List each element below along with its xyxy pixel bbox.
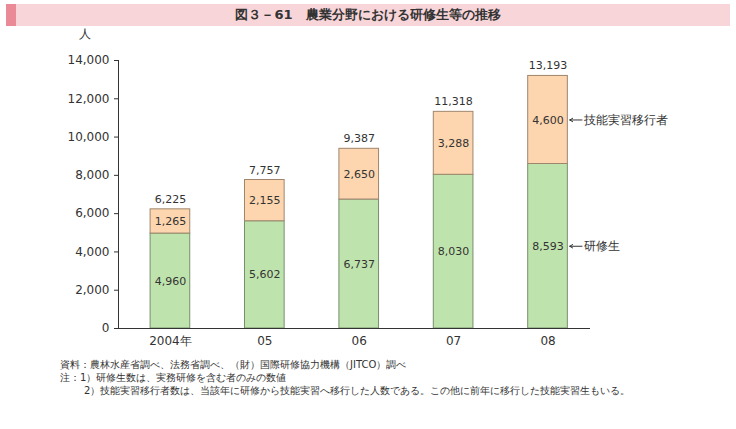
svg-text:8,030: 8,030 <box>438 245 470 258</box>
svg-text:06: 06 <box>352 334 367 348</box>
svg-text:6,737: 6,737 <box>343 258 375 271</box>
svg-text:3,288: 3,288 <box>438 137 470 150</box>
html-text:注：1）研修生数は、実務研修を含む者のみの数値: 注：1）研修生数は、実務研修を含む者のみの数値 <box>60 372 287 383</box>
svg-text:6,000: 6,000 <box>75 206 109 220</box>
svg-text:技能実習移行者: 技能実習移行者 <box>583 113 668 127</box>
html-text:2）技能実習移行者数は、当該年に研修から技能実習へ移行した人: 2）技能実習移行者数は、当該年に研修から技能実習へ移行した人数である。この他に前… <box>84 385 631 396</box>
svg-text:11,318: 11,318 <box>434 95 473 108</box>
svg-text:08: 08 <box>540 334 555 348</box>
html-text:図３－61 農業分野における研修生等の推移: 図３－61 農業分野における研修生等の推移 <box>235 7 501 22</box>
svg-text:7,757: 7,757 <box>249 164 281 177</box>
svg-text:12,000: 12,000 <box>68 92 110 106</box>
svg-text:2,650: 2,650 <box>343 168 375 181</box>
svg-text:研修生: 研修生 <box>584 239 620 253</box>
svg-text:6,225: 6,225 <box>155 193 187 206</box>
svg-text:0: 0 <box>102 321 110 335</box>
svg-text:2004年: 2004年 <box>149 334 192 348</box>
html-text:資料：農林水産省調べ、法務省調べ、（財）国際研修協力機構（J: 資料：農林水産省調べ、法務省調べ、（財）国際研修協力機構（JITCO）調べ <box>60 359 407 370</box>
svg-text:4,600: 4,600 <box>532 113 564 126</box>
svg-text:8,593: 8,593 <box>532 240 564 253</box>
svg-text:2,000: 2,000 <box>75 283 109 297</box>
svg-text:9,387: 9,387 <box>343 132 375 145</box>
svg-text:5,602: 5,602 <box>249 268 281 281</box>
svg-text:05: 05 <box>257 334 272 348</box>
svg-text:4,960: 4,960 <box>155 275 187 288</box>
svg-text:13,193: 13,193 <box>529 59 568 72</box>
svg-text:8,000: 8,000 <box>75 168 109 182</box>
svg-text:人: 人 <box>79 27 91 41</box>
svg-text:10,000: 10,000 <box>68 130 110 144</box>
svg-text:1,265: 1,265 <box>155 215 187 228</box>
svg-text:14,000: 14,000 <box>68 53 110 67</box>
svg-text:2,155: 2,155 <box>249 194 281 207</box>
svg-text:07: 07 <box>446 334 461 348</box>
svg-text:4,000: 4,000 <box>75 245 109 259</box>
